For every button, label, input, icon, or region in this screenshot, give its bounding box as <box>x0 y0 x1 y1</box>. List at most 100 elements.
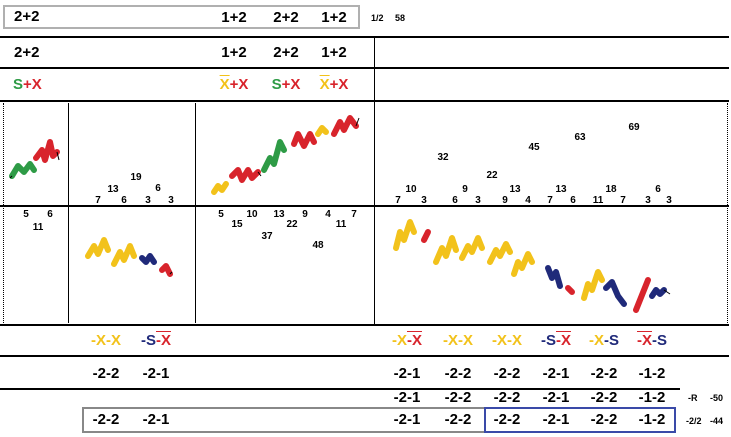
p2-num-1: 7 <box>95 195 101 206</box>
p4-pattern-1: -X-X <box>392 332 422 349</box>
row3-val-blue-3: -2-2 <box>590 411 618 428</box>
header-mid-label-3: 1+2 <box>321 9 347 26</box>
header-gray-box <box>3 5 360 29</box>
row3-left-a: S <box>13 76 24 93</box>
p4-num-18: 18 <box>605 184 617 195</box>
p4-pattern-1-a: -X <box>392 332 407 349</box>
row1-val-p4-4: -2-1 <box>542 365 570 382</box>
row2-val-p4-5: -2-2 <box>590 389 618 406</box>
row1-val-p4-2: -2-2 <box>444 365 472 382</box>
p4-pattern-5-a: -X <box>589 332 604 349</box>
rule-4 <box>0 205 729 207</box>
row2-val-p4-3: -2-2 <box>493 389 521 406</box>
row3-mid2-a: S <box>271 76 282 93</box>
p4-num-12: 45 <box>528 142 540 153</box>
p2-pattern-2-b: -X <box>156 332 171 349</box>
p4-pattern-2-b: -X <box>458 332 473 349</box>
zig-p3-red-1 <box>229 167 261 183</box>
p4-pattern-3-b: -X <box>507 332 522 349</box>
left-dotted-edge <box>3 103 4 323</box>
p4-num-4: 32 <box>437 152 449 163</box>
p4-num-13: 7 <box>547 195 553 206</box>
p4-num-3: 3 <box>421 195 427 206</box>
p4-pattern-6-a: -X <box>637 332 652 349</box>
p3-low-num-9: 4 <box>325 209 331 220</box>
p4-num-19: 7 <box>620 195 626 206</box>
zig-p4-yellow-3 <box>459 235 485 261</box>
p3-low-num-8: 48 <box>312 240 324 251</box>
p4-num-20: 69 <box>628 122 640 133</box>
row3-mid1-a: X <box>219 76 230 93</box>
p4-num-22: 6 <box>655 184 661 195</box>
row1-val-p2-1: -2-2 <box>92 365 120 382</box>
row3-mid1-op: + <box>229 76 239 93</box>
p4-num-16: 63 <box>574 132 586 143</box>
p1-low-num-2: 6 <box>47 209 53 220</box>
p4-pattern-4: -S-X <box>541 332 571 349</box>
p4-num-6: 9 <box>462 184 468 195</box>
p2-num-2: 13 <box>107 184 119 195</box>
p2-num-5: 3 <box>145 195 151 206</box>
zig-p4-blue-3 <box>649 287 667 299</box>
p2-num-3: 6 <box>121 195 127 206</box>
p4-num-21: 3 <box>645 195 651 206</box>
zig-p3-green <box>261 139 287 173</box>
p4-pattern-2-a: -X <box>443 332 458 349</box>
zig-p3-yellow-2 <box>315 125 329 137</box>
tick-4 <box>257 171 262 177</box>
row3-val-gray-2: -2-1 <box>142 411 170 428</box>
p4-pattern-5-b: -S <box>604 332 619 349</box>
header-fraction: 1/2 <box>371 13 384 23</box>
p4-pattern-3: -X-X <box>492 332 522 349</box>
rule-7 <box>0 388 680 390</box>
row1-val-p4-6: -1-2 <box>638 365 666 382</box>
zig-p3-red-3 <box>331 115 359 137</box>
row3-val-blue-4: -1-2 <box>638 411 666 428</box>
p4-pattern-4-b: -X <box>556 332 571 349</box>
p4-pattern-6: -X-S <box>637 332 667 349</box>
zig-p4-red-2 <box>565 285 575 295</box>
zig-p3-yellow <box>211 181 229 195</box>
p4-pattern-3-a: -X <box>492 332 507 349</box>
p4-num-8: 22 <box>486 170 498 181</box>
row3-mid3-b: X <box>338 76 349 93</box>
p2-pattern-2: -S-X <box>141 332 171 349</box>
row3-left-op: + <box>23 76 32 93</box>
divider-2 <box>195 103 196 323</box>
row2-side-value: -50 <box>710 393 724 403</box>
row1-val-p4-5: -2-2 <box>590 365 618 382</box>
p3-low-num-7: 9 <box>302 209 308 220</box>
rule-6 <box>0 355 729 357</box>
p1-low-num-3: 11 <box>32 222 44 233</box>
p4-pattern-5: -X-S <box>589 332 619 349</box>
row3-mid2-op: + <box>281 76 291 93</box>
header-top-left-label: 2+2 <box>14 8 40 25</box>
p3-low-num-6: 22 <box>286 219 298 230</box>
tick-5 <box>355 117 360 127</box>
zig-p4-red-1 <box>421 229 431 243</box>
zig-p4-yellow-2 <box>433 235 459 265</box>
zig-p2-yellow-2 <box>111 243 137 267</box>
p4-pattern-2: -X-X <box>443 332 473 349</box>
tick-1 <box>9 175 13 179</box>
zig-p4-yellow-4 <box>487 241 513 265</box>
rule-2 <box>0 67 729 69</box>
row3-val-gray-3: -2-1 <box>393 411 421 428</box>
zig-p4-yellow-1 <box>393 219 417 251</box>
row1-val-p4-1: -2-1 <box>393 365 421 382</box>
p4-num-14: 13 <box>555 184 567 195</box>
row3-mid2-b: X <box>290 76 301 93</box>
tick-3 <box>169 271 173 275</box>
row2-val-p4-4: -2-1 <box>542 389 570 406</box>
row2-mid-label-3: 1+2 <box>321 44 347 61</box>
rule-5 <box>0 324 729 326</box>
row3-side-label: -2/2 <box>686 416 702 426</box>
right-dotted-edge <box>727 103 728 323</box>
rule-1 <box>0 36 729 38</box>
p3-low-num-2: 15 <box>231 219 243 230</box>
zig-p2-blue <box>139 253 157 265</box>
p4-pattern-6-b: -S <box>652 332 667 349</box>
p3-low-num-5: 13 <box>273 209 285 220</box>
row2-left-label: 2+2 <box>14 44 40 61</box>
row1-val-p4-3: -2-2 <box>493 365 521 382</box>
